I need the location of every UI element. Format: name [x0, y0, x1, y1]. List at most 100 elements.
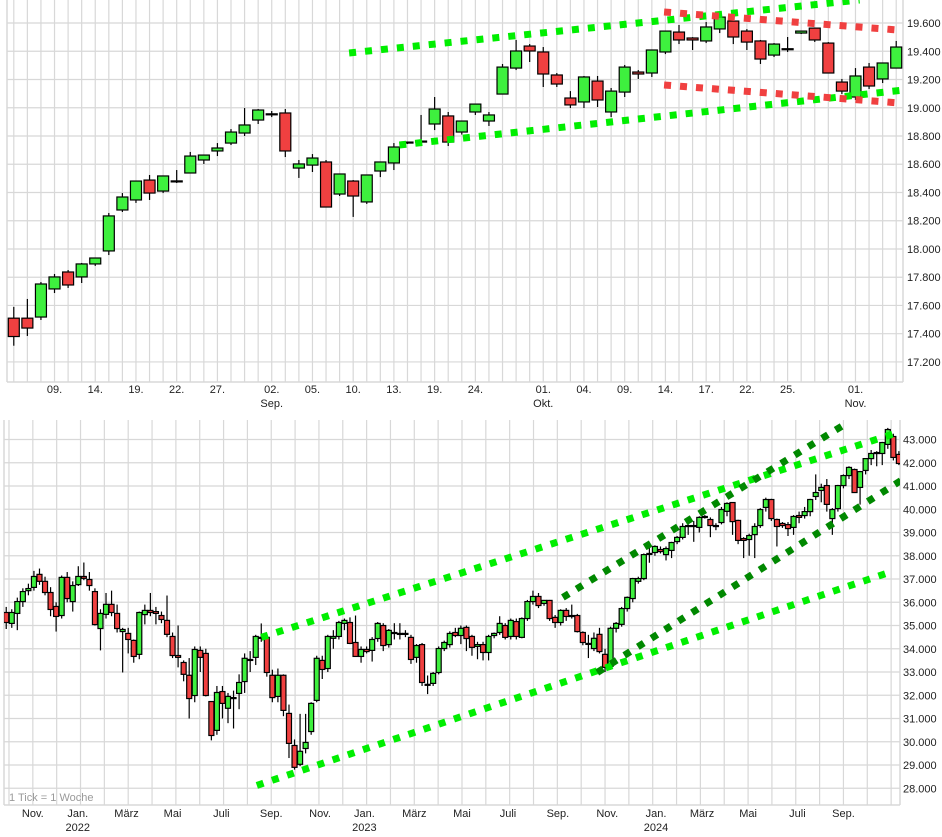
candle-body [48, 276, 61, 290]
candle-body [241, 657, 248, 683]
candle-up [211, 143, 224, 157]
candle-body [61, 271, 75, 286]
candle-body [767, 43, 781, 56]
candle-body [129, 180, 143, 201]
candle-up [184, 151, 197, 174]
candle-down [768, 498, 775, 521]
candle-body [197, 649, 204, 658]
x-tick-label: Mai [164, 808, 182, 820]
candle-body [158, 614, 165, 621]
candle-down [596, 627, 603, 654]
candle-down [7, 306, 20, 346]
y-tick-label: 19.600 [907, 18, 941, 30]
candle-down [86, 572, 93, 591]
candle-body [347, 180, 360, 197]
dotted-trendline [663, 81, 900, 107]
candle-body [718, 508, 725, 524]
candle-up [840, 474, 847, 489]
dotted-trendline [561, 420, 849, 601]
candle-up [213, 685, 221, 735]
candle-down [479, 641, 487, 661]
candle-up [629, 577, 636, 603]
candle-body [762, 498, 769, 509]
candle-down [452, 627, 459, 638]
candle-up [482, 111, 496, 126]
x-tick-label: 27. [210, 384, 225, 396]
candle-down [108, 590, 115, 617]
y-tick-label: 19.200 [907, 75, 941, 87]
candle-down [734, 519, 742, 545]
candle-up [890, 40, 903, 69]
candle-body [407, 636, 415, 661]
x-tick-label: 01. [848, 384, 863, 396]
candle-down [563, 608, 570, 621]
candle-body [319, 161, 333, 208]
candle-up [801, 506, 808, 519]
x-tick-label: 09. [617, 384, 632, 396]
candle-up [624, 596, 631, 612]
candle-body [387, 146, 401, 164]
candle-body [86, 578, 93, 587]
candle-body [485, 635, 492, 654]
candle-up [302, 713, 309, 754]
x-tick-sublabel: 2024 [644, 822, 668, 834]
candle-up [446, 631, 453, 648]
candle-up [668, 541, 675, 559]
candle-up [265, 110, 278, 118]
candle-body [812, 491, 819, 498]
y-tick-label: 43.000 [903, 435, 937, 447]
candle-body [895, 453, 900, 465]
candle-down [319, 160, 333, 208]
candle-body [768, 498, 775, 520]
candle-body [75, 263, 88, 278]
candle-down [285, 704, 293, 759]
weekly-candlestick-panel: 43.000 42.000 41.000 40.000 39.000 38.000 37.0… [3, 420, 937, 834]
candle-body [552, 616, 559, 624]
candle-up [879, 441, 886, 466]
candle-up [241, 653, 248, 693]
candle-body [357, 648, 365, 658]
candle-body [491, 632, 498, 637]
candle-body [34, 283, 48, 318]
candle-body [740, 537, 747, 542]
candle-body [591, 80, 604, 101]
candle-up [862, 457, 869, 475]
x-tick-label: Jan. [646, 808, 667, 820]
candle-body [840, 474, 847, 487]
candle-up [69, 581, 76, 612]
candle-down [130, 639, 137, 663]
candle-up [812, 474, 819, 500]
candle-body [75, 575, 82, 586]
candle-body [186, 674, 193, 700]
candle-body [130, 639, 137, 658]
candle-down [347, 180, 360, 217]
candle-body [363, 648, 370, 653]
x-tick-sublabel: Nov. [845, 398, 867, 410]
candle-up [496, 616, 503, 635]
candle-down [535, 592, 542, 609]
x-tick-sublabel: Sep. [260, 398, 283, 410]
candle-body [879, 441, 886, 455]
candle-body [4, 611, 10, 624]
x-tick-label: Juli [500, 808, 517, 820]
candle-down [91, 588, 99, 626]
candle-body [668, 541, 675, 552]
candle-up [659, 30, 672, 55]
candle-down [36, 568, 43, 585]
y-tick-label: 42.000 [903, 458, 937, 470]
candle-body [224, 695, 232, 709]
candle-up [58, 575, 65, 619]
candle-down [186, 658, 193, 719]
candle-up [141, 604, 148, 625]
candle-body [618, 607, 625, 625]
candle-body [868, 452, 875, 460]
y-tick-label: 17.800 [907, 272, 941, 284]
candle-body [163, 619, 171, 635]
y-tick-label: 38.000 [903, 551, 937, 563]
candle-body [324, 635, 331, 670]
candle-down [550, 73, 563, 87]
x-tick-label: 13. [386, 384, 401, 396]
y-tick-label: 36.000 [903, 597, 937, 609]
candle-body [856, 471, 864, 489]
x-tick-label: Nov. [309, 808, 331, 820]
